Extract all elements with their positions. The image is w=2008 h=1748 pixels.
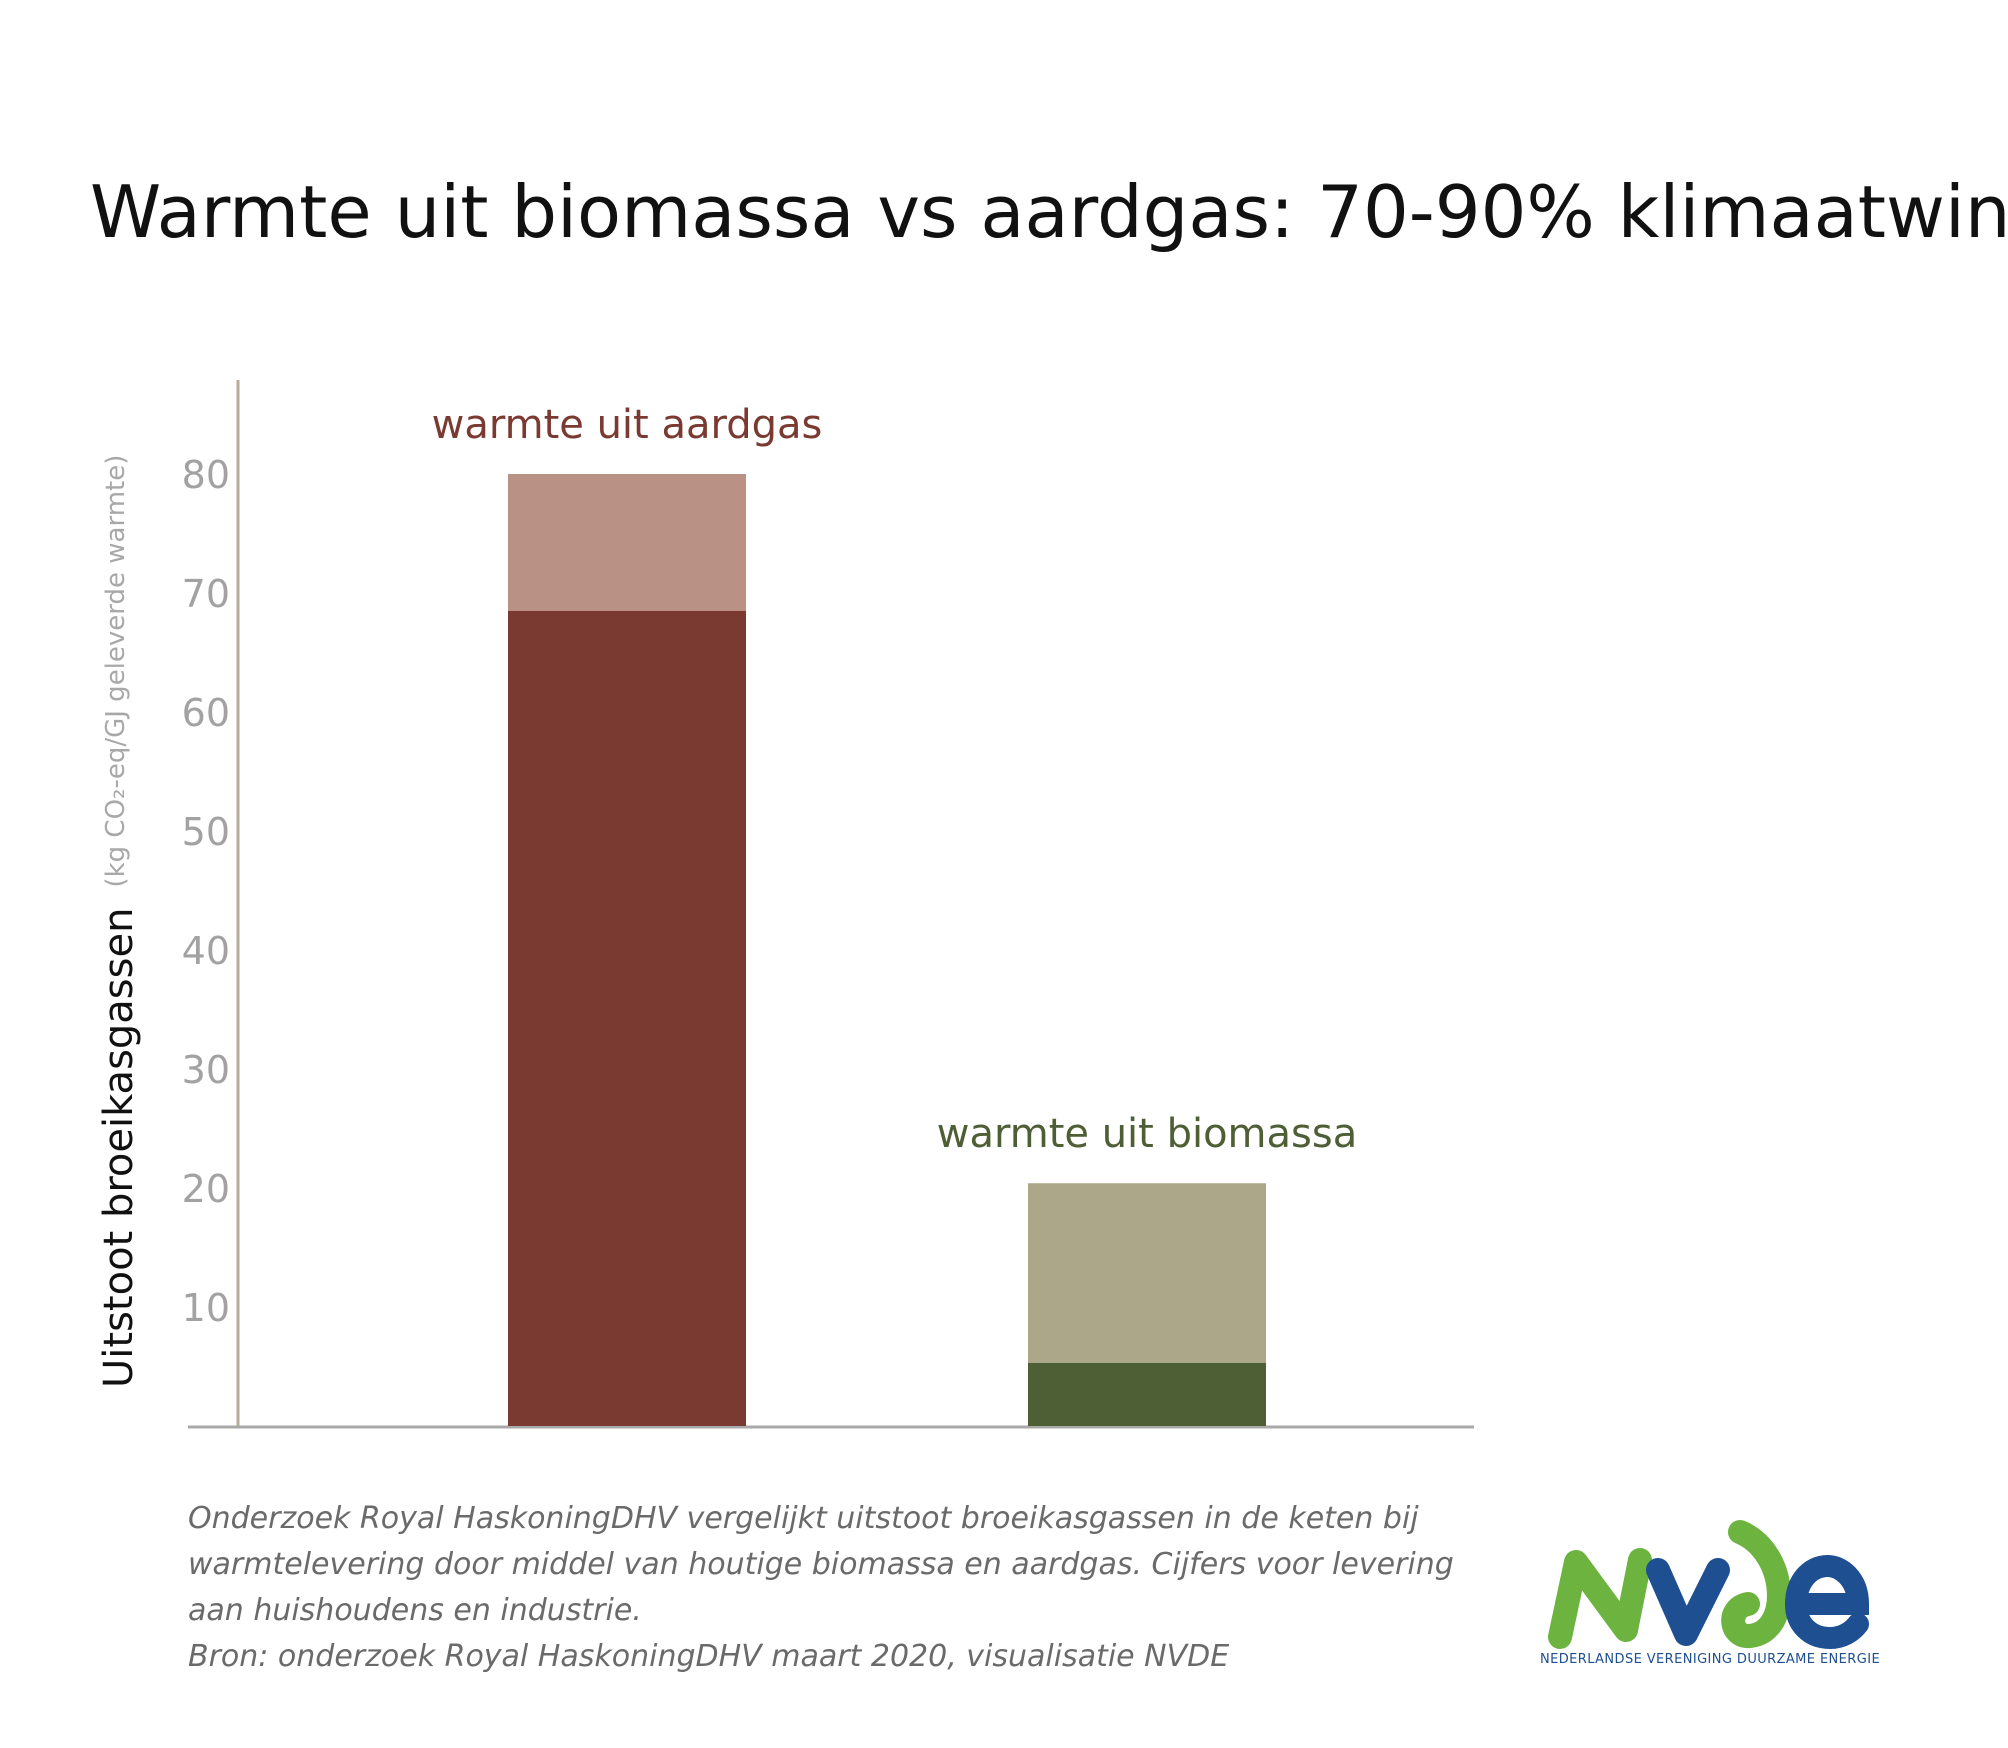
y-tick-label: 80 xyxy=(182,453,230,497)
y-tick-label: 70 xyxy=(182,572,230,616)
y-tick-label: 30 xyxy=(182,1048,230,1092)
footnote-line-1: Onderzoek Royal HaskoningDHV vergelijkt … xyxy=(188,1501,1419,1536)
bar-biomassa-lower xyxy=(1028,1362,1266,1426)
footnote: Onderzoek Royal HaskoningDHV vergelijkt … xyxy=(188,1496,1528,1680)
y-tick-label: 50 xyxy=(182,810,230,854)
footnote-line-2: warmtelevering door middel van houtige b… xyxy=(188,1547,1454,1582)
y-axis-title: Uitstoot broeikasgassen (kg CO₂-eq/GJ gel… xyxy=(96,455,142,1388)
y-tick-label: 60 xyxy=(182,691,230,735)
chart-title: Warmte uit biomassa vs aardgas: 70-90% k… xyxy=(90,170,2008,254)
y-tick-label: 40 xyxy=(182,929,230,973)
bar-label-biomassa: warmte uit biomassa xyxy=(937,1111,1357,1157)
y-axis-label: Uitstoot broeikasgassen xyxy=(96,908,142,1388)
nvde-logo xyxy=(1548,1520,1870,1650)
bar-label-aardgas: warmte uit aardgas xyxy=(432,402,823,448)
bar-biomassa-upper xyxy=(1028,1183,1266,1363)
footnote-source: Bron: onderzoek Royal HaskoningDHV maart… xyxy=(188,1639,1230,1674)
bar-aardgas-upper xyxy=(508,474,746,611)
y-axis-unit: (kg CO₂-eq/GJ geleverde warmte) xyxy=(101,455,131,888)
bar-aardgas-lower xyxy=(508,610,746,1426)
y-tick-label: 20 xyxy=(182,1167,230,1211)
logo-subtitle: NEDERLANDSE VERENIGING DUURZAME ENERGIE xyxy=(1540,1652,1881,1667)
y-tick-label: 10 xyxy=(182,1286,230,1330)
footnote-line-3: aan huishoudens en industrie. xyxy=(188,1593,642,1628)
bar-chart: 10 20 30 40 50 60 70 80 Uitstoot broeikasgassen (… xyxy=(96,380,1474,1429)
